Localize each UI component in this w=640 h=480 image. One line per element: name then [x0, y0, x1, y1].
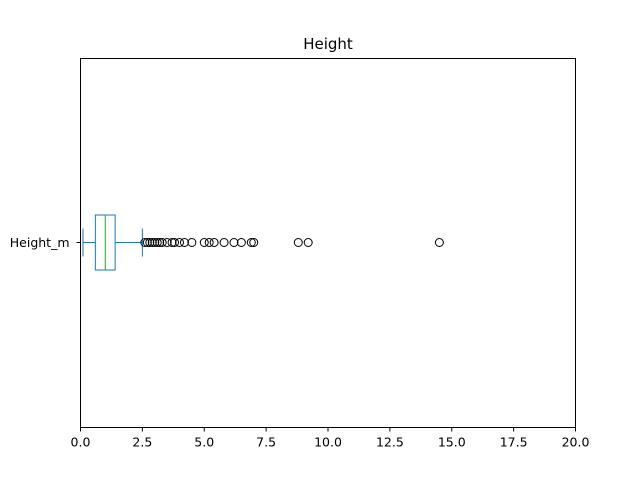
- plot-frame: [80, 58, 576, 428]
- x-tick-label: 0.0: [71, 435, 91, 450]
- outlier-point: [219, 238, 229, 247]
- outlier-point: [142, 238, 152, 247]
- outlier-point: [152, 238, 162, 247]
- y-tick-label: Height_m: [10, 235, 70, 250]
- outlier-point: [249, 238, 259, 247]
- outlier-point: [303, 238, 313, 247]
- outlier-point: [140, 238, 150, 247]
- outlier-point: [147, 238, 157, 247]
- outlier-point: [162, 238, 172, 247]
- x-tick-label: 15.0: [438, 435, 466, 450]
- x-tick-label: 2.5: [132, 435, 152, 450]
- outlier-point: [145, 238, 155, 247]
- outlier-point: [199, 238, 209, 247]
- x-tick-label: 17.5: [500, 435, 528, 450]
- outlier-point: [155, 238, 165, 247]
- axes: 0.0 2.5 5.0 7.5 10.0 12.5 15.0 17.5 20.0 Height_m: [10, 235, 590, 450]
- outlier-point: [150, 238, 160, 247]
- outlier-point: [204, 238, 214, 247]
- outlier-point: [157, 238, 167, 247]
- chart-title: Height: [303, 35, 353, 53]
- outlier-point: [179, 238, 189, 247]
- box-plot-marks: [82, 214, 444, 271]
- outlier-point: [229, 238, 239, 247]
- x-tick-label: 5.0: [194, 435, 214, 450]
- outlier-point: [293, 238, 303, 247]
- outlier-point: [170, 238, 180, 247]
- outlier-point: [175, 238, 184, 247]
- outlier-point: [187, 238, 197, 247]
- outlier-point: [236, 238, 246, 247]
- x-tick-label: 12.5: [376, 435, 404, 450]
- x-tick-label: 20.0: [562, 435, 590, 450]
- outlier-point: [167, 238, 177, 247]
- outlier-point: [209, 238, 219, 247]
- x-tick-label: 10.0: [314, 435, 342, 450]
- x-tick-label: 7.5: [256, 435, 276, 450]
- outlier-point: [246, 238, 256, 247]
- outlier-point: [434, 238, 444, 247]
